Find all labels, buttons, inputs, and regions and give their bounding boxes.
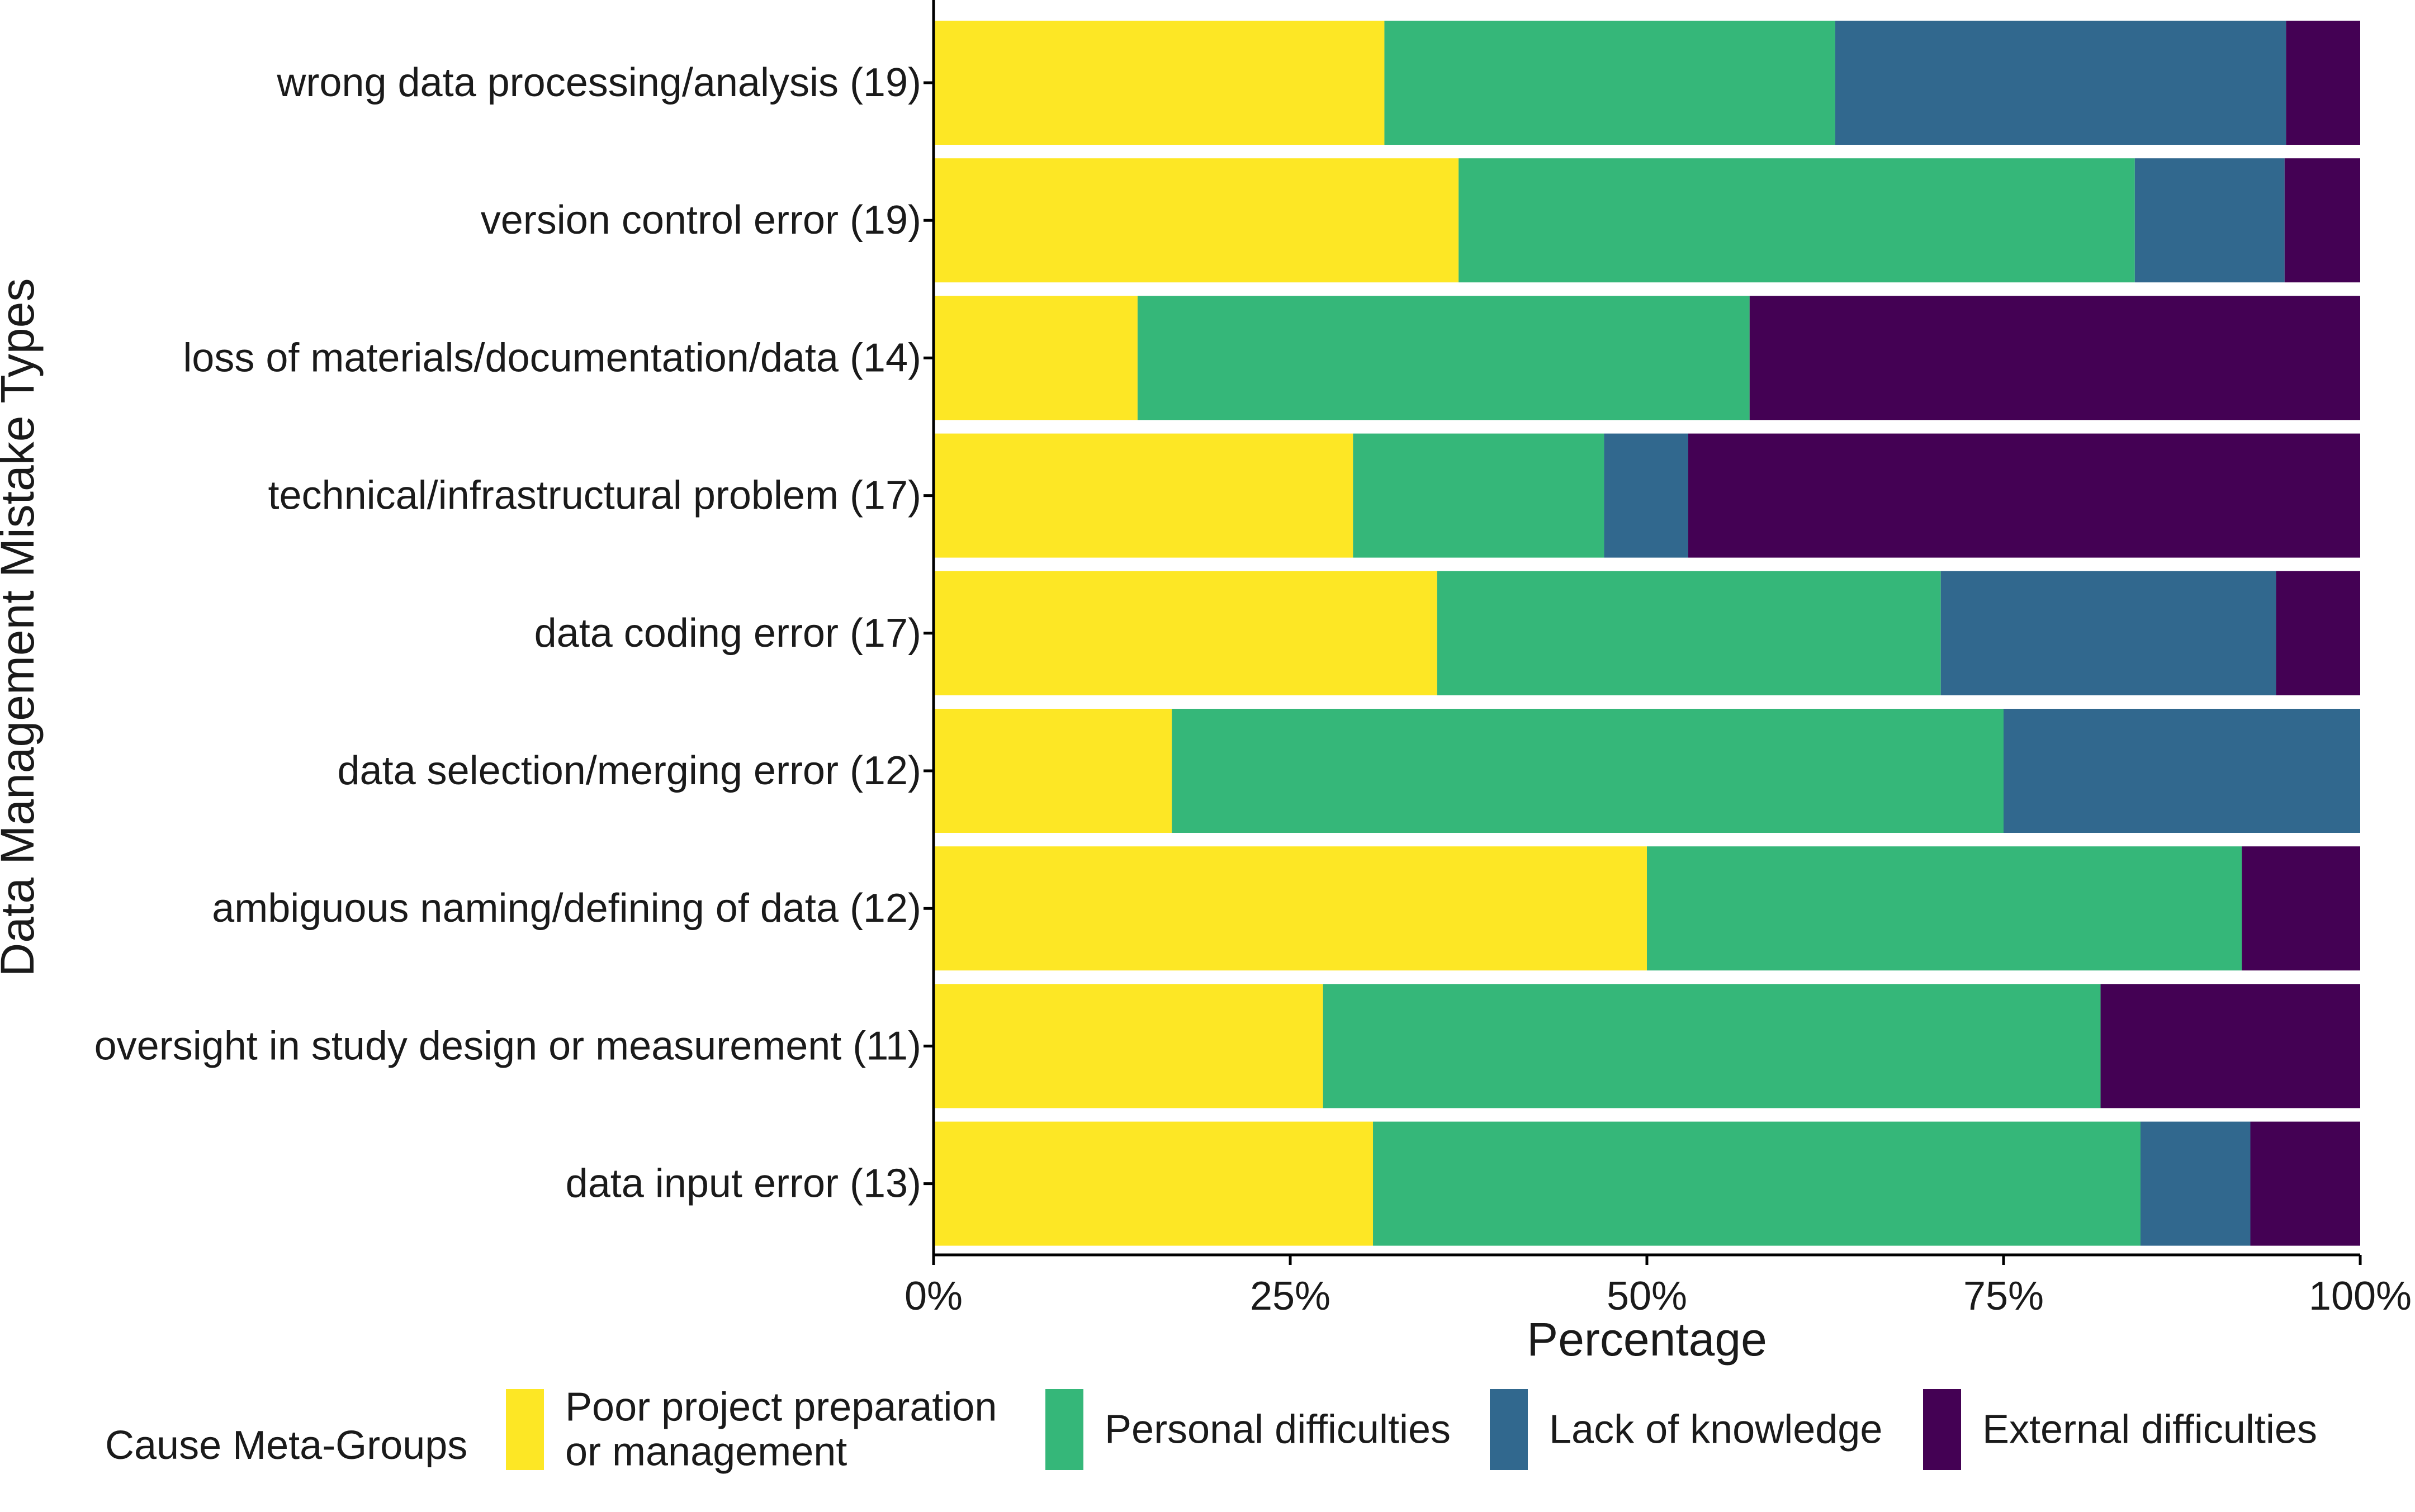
bar-segment xyxy=(2134,158,2285,283)
y-tick-label: oversight in study design or measurement… xyxy=(94,1023,921,1068)
y-tick-label: data input error (13) xyxy=(566,1162,921,1206)
bar-segment xyxy=(934,709,1172,833)
legend-label: Poor project preparation xyxy=(565,1385,997,1430)
legend-key xyxy=(1490,1389,1528,1470)
legend-key xyxy=(1923,1389,1961,1470)
y-tick-label: ambiguous naming/defining of data (12) xyxy=(212,886,921,931)
bars-layer xyxy=(934,21,2360,1246)
y-tick-label: version control error (19) xyxy=(481,198,921,243)
y-axis-title: Data Management Mistake Types xyxy=(0,278,44,977)
legend-key xyxy=(506,1389,544,1470)
bar-segment xyxy=(1835,21,2286,145)
bar-segment xyxy=(2004,709,2360,833)
legend-title: Cause Meta-Groups xyxy=(105,1423,467,1468)
legend-label: Lack of knowledge xyxy=(1549,1407,1882,1452)
x-tick-label: 75% xyxy=(1963,1274,2044,1319)
y-tick-label: data coding error (17) xyxy=(534,611,921,656)
x-ticks-layer: 0% 25% 50% 75% 100% xyxy=(905,1255,2412,1319)
bar-segment xyxy=(2100,984,2360,1108)
y-tick-label: technical/infrastructural problem (17) xyxy=(268,473,922,518)
legend-label: Personal difficulties xyxy=(1105,1407,1451,1452)
y-tick-label: data selection/merging error (12) xyxy=(338,748,922,793)
x-tick-label: 0% xyxy=(905,1274,963,1319)
bar-segment xyxy=(1137,296,1750,420)
bar-segment xyxy=(1749,296,2360,420)
bar-segment xyxy=(2242,846,2360,971)
x-axis-title: Percentage xyxy=(1527,1313,1767,1366)
bar-segment xyxy=(1384,21,1835,145)
legend: Cause Meta-Groups Poor project preparati… xyxy=(105,1385,2317,1475)
bar-segment xyxy=(1459,158,2135,283)
y-tick-label: loss of materials/documentation/data (14… xyxy=(183,335,921,380)
y-tick-label: wrong data processing/analysis (19) xyxy=(276,60,921,105)
bar-segment xyxy=(1688,433,2360,558)
legend-key xyxy=(1045,1389,1083,1470)
bar-segment xyxy=(934,846,1647,971)
x-tick-label: 50% xyxy=(1607,1274,1687,1319)
bar-segment xyxy=(2284,158,2360,283)
bar-segment xyxy=(934,158,1459,283)
bar-segment xyxy=(2140,1121,2251,1246)
x-tick-label: 25% xyxy=(1250,1274,1330,1319)
bar-segment xyxy=(934,984,1323,1108)
bar-segment xyxy=(2286,21,2360,145)
bar-segment xyxy=(1172,709,2004,833)
bar-segment xyxy=(934,433,1353,558)
bar-segment xyxy=(1940,571,2276,695)
bar-segment xyxy=(1604,433,1689,558)
bar-segment xyxy=(2276,571,2360,695)
legend-label: or management xyxy=(565,1430,847,1475)
bar-segment xyxy=(1373,1121,2141,1246)
y-ticks-layer: wrong data processing/analysis (19) versi… xyxy=(94,60,934,1206)
bar-segment xyxy=(1323,984,2101,1108)
bar-segment xyxy=(2250,1121,2360,1246)
bar-segment xyxy=(934,1121,1374,1246)
bar-segment xyxy=(934,21,1385,145)
bar-segment xyxy=(934,571,1437,695)
bar-segment xyxy=(934,296,1138,420)
legend-label: External difficulties xyxy=(1982,1407,2317,1452)
bar-segment xyxy=(1647,846,2242,971)
bar-segment xyxy=(1437,571,1941,695)
bar-segment xyxy=(1353,433,1604,558)
x-tick-label: 100% xyxy=(2309,1274,2412,1319)
